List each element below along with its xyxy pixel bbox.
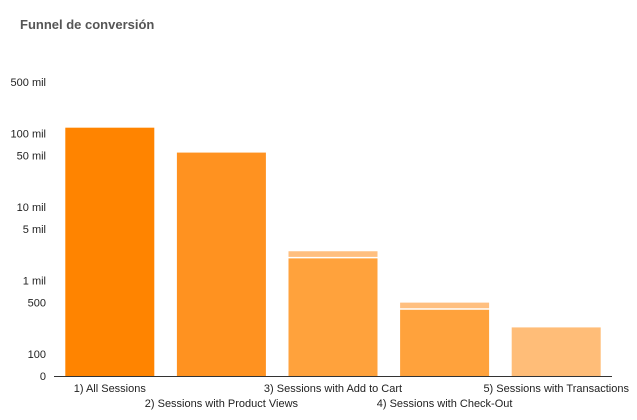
bar[interactable] [288,258,378,376]
y-tick-label: 0 [40,371,46,383]
y-axis-ticks: 0 100 500 1 mil 5 mil 10 mil 50 mil 100 mil 500 … [11,77,46,383]
bar[interactable] [65,127,155,376]
bar[interactable] [511,327,601,376]
y-tick-label: 500 [28,298,46,310]
y-tick-label: 100 mil [11,129,46,141]
x-category-label: 1) All Sessions [74,383,147,395]
x-category-label: 2) Sessions with Product Views [145,398,299,410]
x-category-label: 5) Sessions with Transactions [483,383,629,395]
bar-segment-extra[interactable] [288,251,378,257]
x-category-label: 4) Sessions with Check-Out [377,398,513,410]
x-axis-category-labels: 1) All Sessions 2) Sessions with Product … [74,383,630,410]
bar-segment-extra[interactable] [400,302,490,309]
y-tick-label: 5 mil [23,224,46,236]
chart-title: Funnel de conversión [20,17,155,32]
y-tick-label: 100 [28,349,46,361]
bar[interactable] [400,309,490,376]
bars [65,127,601,376]
bar[interactable] [176,152,266,376]
y-tick-label: 500 mil [11,77,46,89]
y-tick-label: 50 mil [17,151,46,163]
y-tick-label: 1 mil [23,276,46,288]
x-category-label: 3) Sessions with Add to Cart [264,383,402,395]
y-tick-label: 10 mil [17,202,46,214]
